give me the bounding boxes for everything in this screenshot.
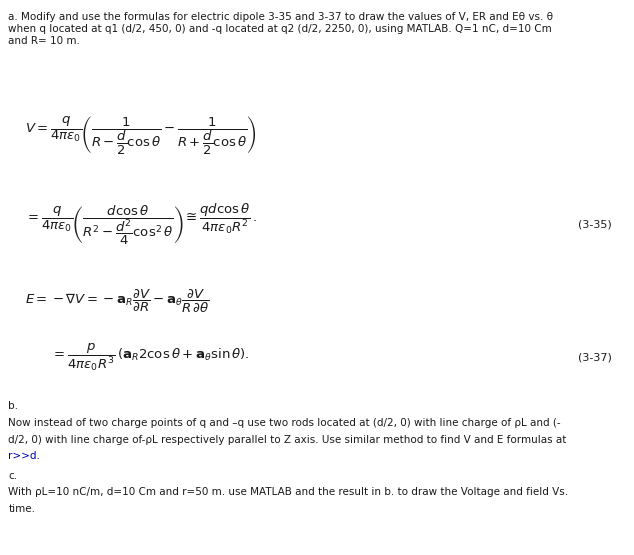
Text: With ρL=10 nC/m, d=10 Cm and r=50 m. use MATLAB and the result in b. to draw the: With ρL=10 nC/m, d=10 Cm and r=50 m. use… xyxy=(8,487,568,497)
Text: a. Modify and use the formulas for electric dipole 3-35 and 3-37 to draw the val: a. Modify and use the formulas for elect… xyxy=(8,12,553,22)
Text: d/2, 0) with line charge of-ρL respectively parallel to Z axis. Use similar meth: d/2, 0) with line charge of-ρL respectiv… xyxy=(8,435,567,445)
Text: $= \dfrac{q}{4\pi\epsilon_0}\left(\dfrac{d\cos\theta}{R^2 - \dfrac{d^2}{4}\cos^2: $= \dfrac{q}{4\pi\epsilon_0}\left(\dfrac… xyxy=(25,202,258,248)
Text: $V = \dfrac{q}{4\pi\epsilon_0}\left(\dfrac{1}{R - \dfrac{d}{2}\cos\theta} - \dfr: $V = \dfrac{q}{4\pi\epsilon_0}\left(\dfr… xyxy=(25,114,257,157)
Text: r>>d.: r>>d. xyxy=(8,451,40,461)
Text: and R= 10 m.: and R= 10 m. xyxy=(8,36,80,46)
Text: b.: b. xyxy=(8,401,18,411)
Text: c.: c. xyxy=(8,471,17,481)
Text: $= \dfrac{p}{4\pi\epsilon_0 R^3}\,(\mathbf{a}_R 2\cos\theta + \mathbf{a}_\theta\: $= \dfrac{p}{4\pi\epsilon_0 R^3}\,(\math… xyxy=(51,342,249,373)
Text: when q located at q1 (d/2, 450, 0) and -q located at q2 (d/2, 2250, 0), using MA: when q located at q1 (d/2, 450, 0) and -… xyxy=(8,24,552,34)
Text: Now instead of two charge points of q and –q use two rods located at (d/2, 0) wi: Now instead of two charge points of q an… xyxy=(8,418,561,428)
Text: time.: time. xyxy=(8,504,36,514)
Text: (3-37): (3-37) xyxy=(578,352,612,362)
Text: (3-35): (3-35) xyxy=(578,220,612,230)
Text: $E = -\nabla V = -\mathbf{a}_R\dfrac{\partial V}{\partial R} - \mathbf{a}_\theta: $E = -\nabla V = -\mathbf{a}_R\dfrac{\pa… xyxy=(25,289,210,315)
